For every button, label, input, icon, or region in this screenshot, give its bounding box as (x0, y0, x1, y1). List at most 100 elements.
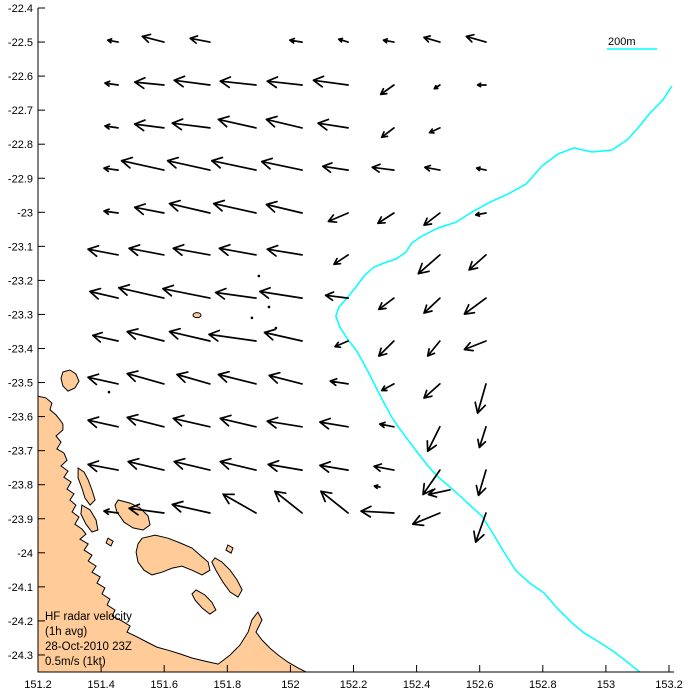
velocity-arrow (266, 76, 303, 89)
y-tick-label: -24 (17, 548, 33, 560)
velocity-arrow (128, 244, 165, 257)
velocity-arrow (171, 118, 211, 131)
velocity-arrow (176, 371, 211, 385)
velocity-arrow (263, 328, 303, 342)
velocity-arrow (91, 331, 119, 343)
velocity-arrow-field (87, 33, 487, 543)
x-tick-label: 152.8 (529, 679, 557, 691)
velocity-arrow (379, 84, 395, 96)
velocity-arrow (319, 460, 349, 473)
velocity-arrow (126, 328, 165, 342)
x-tick-label: 152.2 (340, 679, 368, 691)
velocity-arrow (266, 244, 303, 257)
velocity-arrow (162, 284, 211, 299)
velocity-arrow (427, 488, 451, 498)
velocity-arrow (428, 127, 441, 134)
y-tick-label: -23.4 (8, 344, 33, 356)
velocity-arrow (103, 165, 119, 173)
velocity-arrow (104, 123, 119, 130)
velocity-arrow (463, 340, 487, 352)
velocity-arrow (373, 484, 381, 490)
islet-dot (257, 274, 261, 278)
velocity-arrow (327, 212, 349, 224)
velocity-arrow (468, 254, 487, 271)
y-tick-label: -22.7 (8, 105, 33, 117)
velocity-arrow (319, 417, 349, 430)
y-tick-label: -22.5 (8, 37, 33, 49)
velocity-arrow (104, 80, 119, 87)
velocity-arrow (266, 416, 303, 429)
velocity-arrow (87, 460, 119, 473)
isobath-legend: 200m (607, 36, 657, 50)
velocity-arrow (166, 156, 211, 171)
x-tick-label: 153.2 (655, 679, 683, 691)
velocity-arrow (133, 203, 165, 216)
velocity-arrow (380, 383, 395, 392)
velocity-arrow (334, 340, 349, 349)
y-tick-label: -23.8 (8, 480, 33, 492)
y-tick-label: -22.8 (8, 139, 33, 151)
velocity-arrow (417, 254, 441, 275)
y-tick-label: -22.4 (8, 3, 33, 15)
y-tick-label: -24.1 (8, 582, 33, 594)
velocity-arrow (133, 76, 165, 90)
velocity-arrow (423, 35, 441, 43)
annotation-line-avg: (1h avg) (45, 626, 87, 638)
y-tick-label: -22.9 (8, 173, 33, 185)
velocity-arrow (219, 76, 257, 89)
velocity-arrow (321, 162, 349, 174)
velocity-arrow (423, 212, 441, 227)
island-polygon (60, 369, 80, 392)
annotation-block: HF radar velocity (1h avg) 28-Oct-2010 2… (45, 611, 132, 668)
velocity-arrow (217, 370, 257, 385)
islet-orange (192, 312, 202, 319)
velocity-arrow (265, 200, 303, 214)
velocity-arrow (103, 208, 119, 216)
velocity-arrow (329, 377, 349, 387)
island-polygon (135, 534, 211, 576)
island-polygon (211, 557, 243, 598)
velocity-arrow (380, 127, 395, 139)
annotation-line-scale: 0.5m/s (1kt) (45, 656, 106, 668)
velocity-arrow (360, 505, 395, 518)
islet-dot (267, 305, 271, 309)
velocity-arrow (289, 37, 303, 44)
velocity-arrow (172, 414, 211, 428)
velocity-arrow (103, 508, 119, 516)
velocity-arrow (172, 243, 211, 257)
velocity-arrow (273, 490, 303, 514)
velocity-arrow (128, 503, 165, 516)
mainland-polygon (38, 395, 308, 672)
velocity-arrow (260, 157, 303, 171)
x-tick-label: 151.8 (214, 679, 242, 691)
velocity-arrow (473, 512, 487, 543)
velocity-arrow (87, 373, 119, 386)
velocity-arrow (426, 340, 441, 357)
velocity-arrow (173, 75, 211, 88)
x-tick-label: 152.6 (466, 679, 494, 691)
y-tick-label: -23.3 (8, 309, 33, 321)
y-tick-label: -23.7 (8, 446, 33, 458)
axes-layer: -22.4 -22.5 -22.6 -22.7 -22.8 -22.9 -23 -23.1 -2… (8, 3, 683, 691)
velocity-arrow (127, 457, 165, 471)
velocity-arrow (258, 286, 303, 300)
velocity-arrow (87, 244, 119, 258)
legend-200m-label: 200m (608, 36, 636, 48)
velocity-arrow (423, 297, 441, 314)
island-polygon (225, 544, 234, 554)
velocity-arrow (120, 156, 165, 171)
velocity-arrow (324, 291, 349, 302)
velocity-arrow (210, 156, 257, 171)
velocity-arrow (117, 283, 165, 299)
velocity-arrow (424, 164, 441, 172)
velocity-arrow (312, 75, 349, 88)
velocity-arrow (411, 512, 441, 527)
velocity-arrow (378, 421, 395, 429)
velocity-arrow (214, 287, 257, 300)
velocity-arrow (337, 37, 349, 43)
y-tick-label: -22.6 (8, 71, 33, 83)
velocity-arrow (189, 35, 211, 44)
velocity-arrow (126, 413, 165, 428)
velocity-arrow (465, 33, 487, 43)
